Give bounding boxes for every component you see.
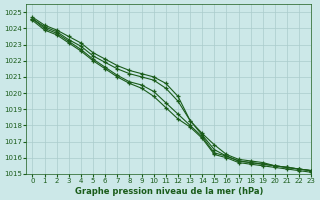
X-axis label: Graphe pression niveau de la mer (hPa): Graphe pression niveau de la mer (hPa)	[75, 187, 263, 196]
